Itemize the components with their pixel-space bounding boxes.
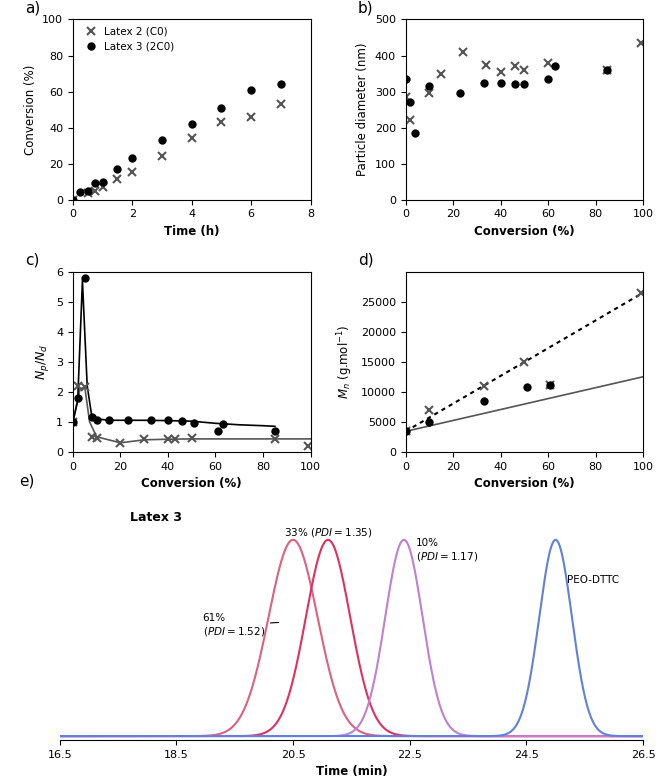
- Text: 61%
$(PDI=1.52)$: 61% $(PDI=1.52)$: [203, 612, 278, 637]
- Y-axis label: $N_p/N_d$: $N_p/N_d$: [34, 344, 50, 380]
- X-axis label: Time (h): Time (h): [164, 225, 219, 238]
- X-axis label: Time (min): Time (min): [316, 765, 387, 778]
- Text: b): b): [358, 0, 374, 16]
- Text: PEO-DTTC: PEO-DTTC: [568, 575, 619, 585]
- Text: 33% $(PDI=1.35)$: 33% $(PDI=1.35)$: [284, 527, 373, 539]
- Text: d): d): [358, 252, 374, 267]
- Y-axis label: Conversion (%): Conversion (%): [24, 65, 36, 155]
- X-axis label: Conversion (%): Conversion (%): [474, 477, 575, 490]
- Legend: Latex 2 (C0), Latex 3 (2C0): Latex 2 (C0), Latex 3 (2C0): [78, 25, 176, 54]
- Text: Latex 3: Latex 3: [130, 511, 182, 523]
- Text: e): e): [19, 474, 34, 488]
- Y-axis label: $M_n$ (g.mol$^{-1}$): $M_n$ (g.mol$^{-1}$): [335, 325, 355, 399]
- Text: c): c): [25, 252, 40, 267]
- Text: a): a): [25, 0, 40, 16]
- Y-axis label: Particle diameter (nm): Particle diameter (nm): [356, 43, 369, 176]
- X-axis label: Conversion (%): Conversion (%): [474, 225, 575, 238]
- X-axis label: Conversion (%): Conversion (%): [141, 477, 242, 490]
- Text: 10%
$(PDI=1.17)$: 10% $(PDI=1.17)$: [416, 538, 478, 563]
